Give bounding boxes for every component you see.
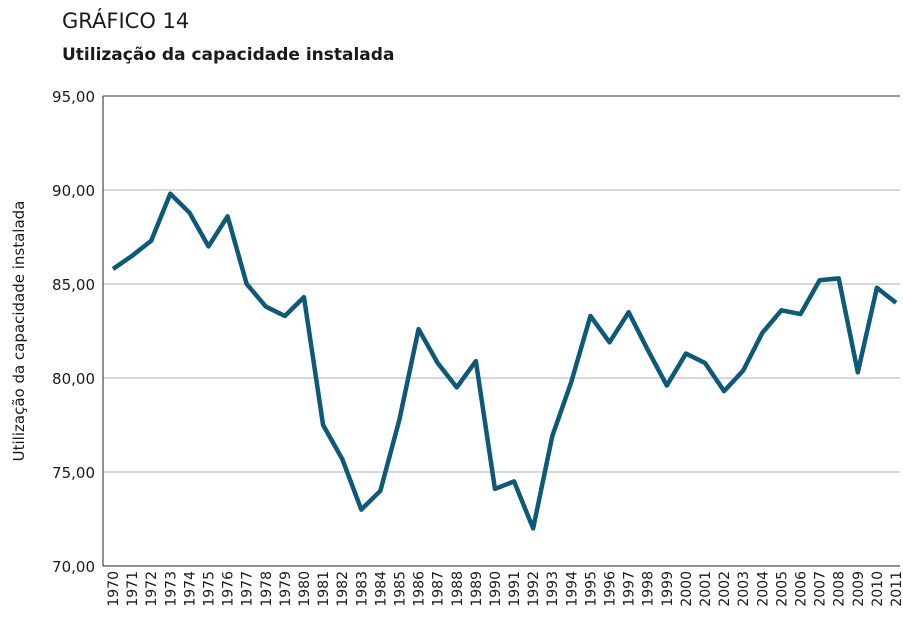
x-tick-label: 1983: [354, 571, 370, 607]
x-tick-label: 2006: [794, 571, 810, 607]
x-tick-label: 1981: [316, 571, 332, 607]
x-tick-label: 1984: [373, 571, 389, 607]
x-tick-label: 2007: [813, 571, 829, 607]
x-tick-label: 2005: [774, 571, 790, 607]
x-tick-label: 1971: [125, 571, 141, 607]
x-tick-label: 2002: [717, 571, 733, 607]
x-tick-label: 1997: [622, 571, 638, 607]
y-tick-label: 70,00: [52, 558, 95, 576]
x-tick-label: 1977: [240, 571, 256, 607]
x-tick-label: 2001: [698, 571, 714, 607]
x-tick-label: 1998: [641, 571, 657, 607]
x-tick-label: 1999: [660, 571, 676, 607]
x-tick-label: 1989: [469, 571, 485, 607]
x-tick-label: 1972: [144, 571, 160, 607]
x-tick-label: 2010: [870, 571, 886, 607]
x-tick-label: 1978: [259, 571, 275, 607]
x-tick-label: 1992: [526, 571, 542, 607]
x-tick-label: 2008: [832, 571, 848, 607]
x-tick-label: 1979: [278, 571, 294, 607]
chart-title: GRÁFICO 14: [62, 8, 189, 33]
x-tick-label: 1994: [564, 571, 580, 607]
x-tick-label: 1982: [335, 571, 351, 607]
y-tick-label: 80,00: [52, 370, 95, 388]
x-tick-label: 1975: [201, 571, 217, 607]
x-tick-label: 1996: [603, 571, 619, 607]
x-tick-label: 1976: [221, 571, 237, 607]
x-tick-label: 1973: [163, 571, 179, 607]
x-tick-label: 1995: [583, 571, 599, 607]
x-tick-label: 1986: [412, 571, 428, 607]
x-tick-label: 1991: [507, 571, 523, 607]
x-tick-label: 1993: [545, 571, 561, 607]
x-tick-label: 1988: [450, 571, 466, 607]
y-tick-label: 85,00: [52, 276, 95, 294]
x-tick-label: 2004: [755, 571, 771, 607]
x-tick-label: 1970: [106, 571, 122, 607]
y-tick-label: 95,00: [52, 88, 95, 106]
y-tick-label: 75,00: [52, 464, 95, 482]
x-tick-label: 1985: [392, 571, 408, 607]
x-tick-label: 2000: [679, 571, 695, 607]
x-tick-label: 1980: [297, 571, 313, 607]
x-tick-label: 1987: [431, 571, 447, 607]
y-tick-label: 90,00: [52, 182, 95, 200]
series-line: [111, 191, 898, 531]
x-tick-label: 1974: [182, 571, 198, 607]
chart-subtitle: Utilização da capacidade instalada: [62, 45, 394, 65]
x-tick-label: 2009: [851, 571, 867, 607]
x-tick-label: 1990: [488, 571, 504, 607]
y-axis-label: Utilização da capacidade instalada: [10, 201, 28, 462]
x-tick-label: 2003: [736, 571, 752, 607]
x-tick-label: 2011: [889, 571, 903, 607]
